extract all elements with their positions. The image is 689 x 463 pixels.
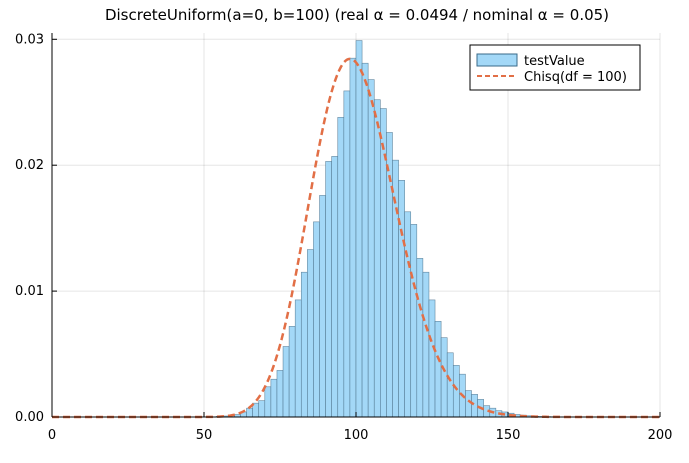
histogram-bar <box>320 195 326 417</box>
histogram-bar <box>417 258 423 417</box>
histogram-bar <box>332 156 338 417</box>
y-tick-label: 0.02 <box>15 158 44 173</box>
histogram-bar <box>453 365 459 417</box>
histogram-bar <box>265 387 271 417</box>
y-tick-label: 0.00 <box>15 410 44 425</box>
histogram-bar <box>472 394 478 417</box>
x-tick-label: 150 <box>496 428 521 443</box>
histogram-bar <box>326 161 332 417</box>
histogram-bar <box>405 212 411 417</box>
legend-label-chisq: Chisq(df = 100) <box>524 70 627 85</box>
x-tick-label: 0 <box>48 428 56 443</box>
histogram-bar <box>295 300 301 417</box>
histogram-bar <box>447 353 453 417</box>
histogram-bar <box>313 222 319 417</box>
y-tick-label: 0.03 <box>15 32 44 47</box>
histogram-bar <box>247 408 253 417</box>
legend-swatch-testValue <box>477 54 517 66</box>
histogram-bars <box>216 41 569 417</box>
legend-label-testValue: testValue <box>524 54 585 69</box>
histogram-bar <box>350 58 356 417</box>
histogram-bar <box>411 224 417 417</box>
histogram-bar <box>435 321 441 417</box>
histogram-bar <box>429 300 435 417</box>
histogram-bar <box>423 272 429 417</box>
chart-title: DiscreteUniform(a=0, b=100) (real α = 0.… <box>105 6 609 24</box>
histogram-bar <box>307 250 313 417</box>
x-tick-label: 100 <box>344 428 369 443</box>
x-tick-label: 50 <box>196 428 213 443</box>
histogram-bar <box>277 370 283 417</box>
histogram-bar <box>374 100 380 417</box>
histogram-bar <box>338 117 344 417</box>
legend: testValue Chisq(df = 100) <box>470 45 640 90</box>
histogram-bar <box>465 391 471 417</box>
histogram-bar <box>368 80 374 417</box>
histogram-bar <box>362 63 368 417</box>
x-tick-label: 200 <box>648 428 673 443</box>
histogram-bar <box>259 401 265 417</box>
histogram-bar <box>356 41 362 417</box>
histogram-bar <box>301 272 307 417</box>
histogram-bar <box>441 338 447 417</box>
histogram-bar <box>344 91 350 417</box>
histogram-bar <box>289 326 295 417</box>
y-tick-label: 0.01 <box>15 284 44 299</box>
histogram-bar <box>271 379 277 417</box>
histogram-bar <box>283 346 289 417</box>
histogram-bar <box>399 180 405 417</box>
